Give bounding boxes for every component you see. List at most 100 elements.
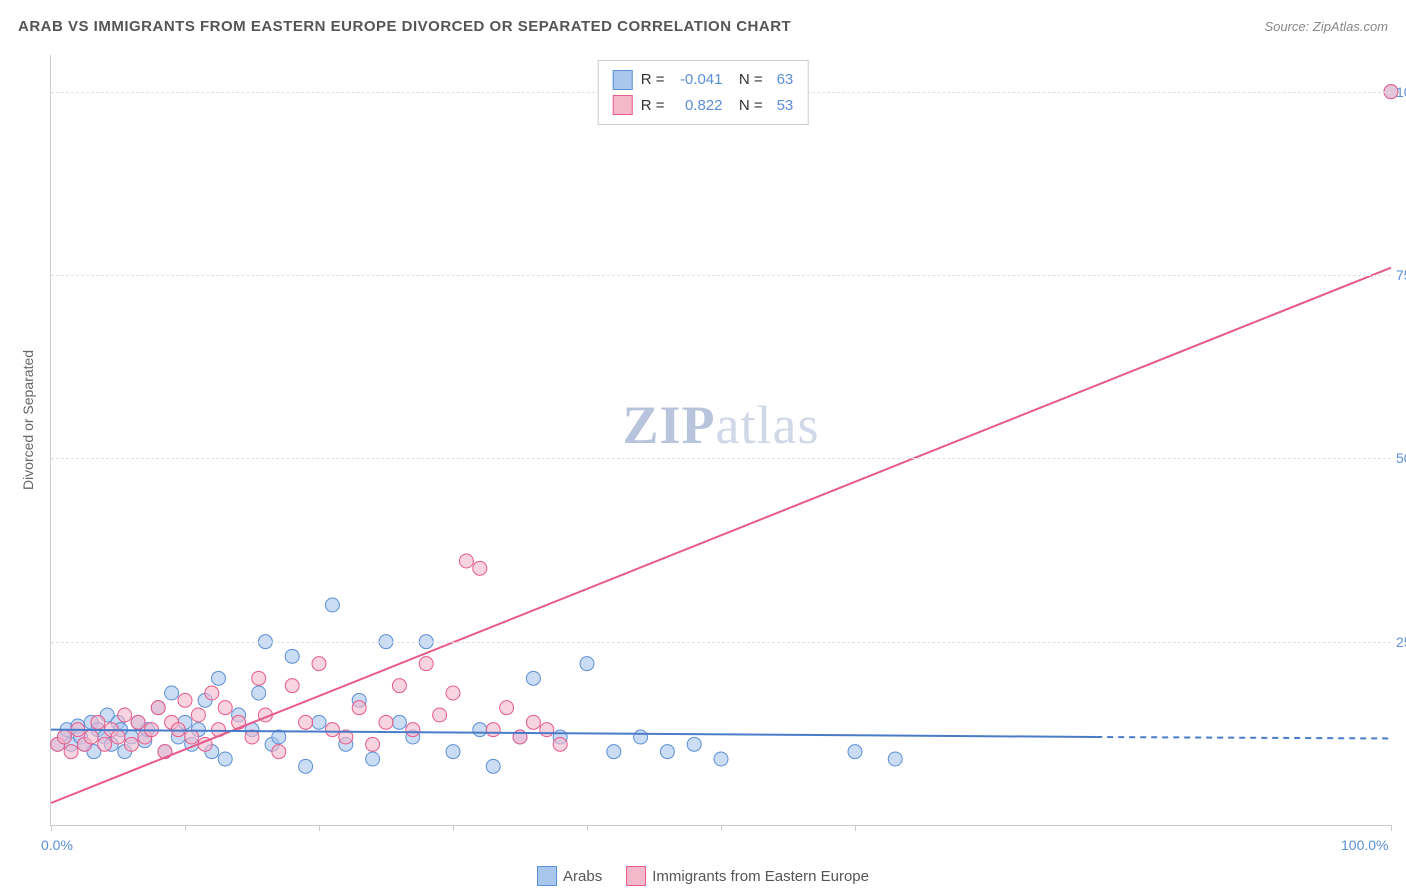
data-point: [84, 730, 98, 744]
data-point: [473, 561, 487, 575]
data-point: [312, 657, 326, 671]
ytick-label: 50.0%: [1396, 450, 1406, 466]
data-point: [392, 679, 406, 693]
stat-r-immigrants: 0.822: [672, 93, 722, 119]
data-point: [580, 657, 594, 671]
data-point: [212, 671, 226, 685]
legend-item-immigrants: Immigrants from Eastern Europe: [626, 866, 869, 886]
swatch-arabs: [613, 70, 633, 90]
xtick: [855, 825, 856, 831]
xtick: [1391, 825, 1392, 831]
legend-label-immigrants: Immigrants from Eastern Europe: [652, 868, 869, 885]
stat-legend: R = -0.041 N = 63 R = 0.822 N = 53: [598, 60, 809, 125]
data-point: [687, 737, 701, 751]
chart-header: ARAB VS IMMIGRANTS FROM EASTERN EUROPE D…: [18, 18, 1388, 35]
stat-r-arabs: -0.041: [672, 67, 722, 93]
data-point: [486, 759, 500, 773]
chart-svg: [51, 55, 1391, 825]
trend-line: [51, 730, 1096, 737]
stat-row-arabs: R = -0.041 N = 63: [613, 67, 794, 93]
data-point: [205, 686, 219, 700]
chart-source: Source: ZipAtlas.com: [1264, 19, 1388, 34]
y-axis-label: Divorced or Separated: [20, 350, 36, 490]
stat-row-immigrants: R = 0.822 N = 53: [613, 93, 794, 119]
data-point: [165, 686, 179, 700]
data-point: [325, 723, 339, 737]
data-point: [366, 752, 380, 766]
legend-label-arabs: Arabs: [563, 868, 602, 885]
data-point: [151, 701, 165, 715]
xtick: [721, 825, 722, 831]
trend-line: [1096, 737, 1391, 738]
data-point: [178, 693, 192, 707]
stat-n-immigrants: 53: [777, 93, 794, 119]
gridline: [51, 458, 1391, 459]
data-point: [124, 737, 138, 751]
stat-r-label: R =: [641, 93, 665, 119]
ytick-label: 75.0%: [1396, 267, 1406, 283]
xtick: [587, 825, 588, 831]
chart-title: ARAB VS IMMIGRANTS FROM EASTERN EUROPE D…: [18, 18, 791, 35]
stat-n-arabs: 63: [777, 67, 794, 93]
data-point: [540, 723, 554, 737]
data-point: [285, 649, 299, 663]
chart-plot-area: ZIPatlas 25.0%50.0%75.0%100.0%0.0%100.0%: [50, 55, 1391, 826]
data-point: [526, 671, 540, 685]
data-point: [660, 745, 674, 759]
data-point: [714, 752, 728, 766]
stat-n-label: N =: [730, 67, 762, 93]
data-point: [500, 701, 514, 715]
data-point: [459, 554, 473, 568]
xtick-label: 0.0%: [41, 837, 73, 853]
swatch-immigrants: [613, 95, 633, 115]
data-point: [131, 715, 145, 729]
xtick-label: 100.0%: [1341, 837, 1388, 853]
xtick: [185, 825, 186, 831]
data-point: [379, 715, 393, 729]
data-point: [607, 745, 621, 759]
gridline: [51, 275, 1391, 276]
data-point: [392, 715, 406, 729]
data-point: [218, 752, 232, 766]
stat-n-label: N =: [730, 93, 762, 119]
data-point: [252, 671, 266, 685]
data-point: [91, 715, 105, 729]
data-point: [366, 737, 380, 751]
data-point: [191, 708, 205, 722]
legend-swatch-immigrants: [626, 866, 646, 886]
data-point: [352, 701, 366, 715]
data-point: [218, 701, 232, 715]
legend-item-arabs: Arabs: [537, 866, 602, 886]
xtick: [319, 825, 320, 831]
data-point: [526, 715, 540, 729]
data-point: [325, 598, 339, 612]
data-point: [848, 745, 862, 759]
data-point: [419, 657, 433, 671]
data-point: [272, 745, 286, 759]
xtick: [51, 825, 52, 831]
data-point: [486, 723, 500, 737]
bottom-legend: Arabs Immigrants from Eastern Europe: [537, 866, 869, 886]
data-point: [111, 730, 125, 744]
data-point: [57, 730, 71, 744]
data-point: [299, 759, 313, 773]
data-point: [98, 737, 112, 751]
data-point: [64, 745, 78, 759]
stat-r-label: R =: [641, 67, 665, 93]
data-point: [888, 752, 902, 766]
data-point: [433, 708, 447, 722]
data-point: [446, 745, 460, 759]
data-point: [299, 715, 313, 729]
trend-line: [51, 268, 1391, 803]
ytick-label: 100.0%: [1396, 84, 1406, 100]
data-point: [252, 686, 266, 700]
data-point: [312, 715, 326, 729]
data-point: [446, 686, 460, 700]
data-point: [473, 723, 487, 737]
legend-swatch-arabs: [537, 866, 557, 886]
xtick: [453, 825, 454, 831]
data-point: [185, 730, 199, 744]
ytick-label: 25.0%: [1396, 634, 1406, 650]
data-point: [285, 679, 299, 693]
data-point: [118, 708, 132, 722]
